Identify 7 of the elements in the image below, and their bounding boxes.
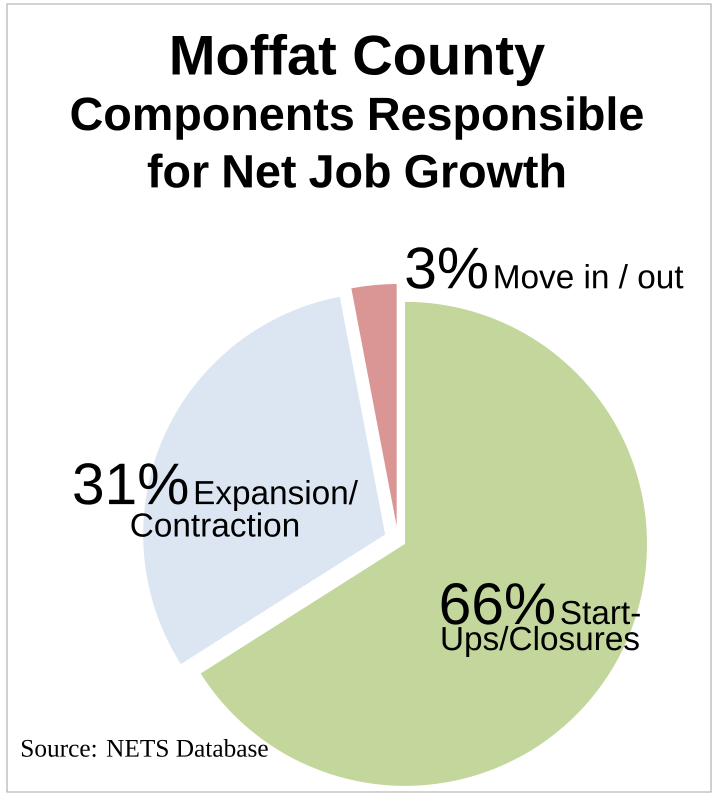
data-label: 31%	[74, 463, 188, 505]
data-label: 3%	[406, 247, 487, 289]
source-note: Source: NETS Database	[22, 739, 268, 757]
chart-subtitle: Components Responsible for Net Job Growth	[72, 96, 643, 188]
slice-label: Move in / out	[496, 264, 684, 289]
data-label: 66%	[442, 583, 554, 625]
chart-title: Moffat County	[172, 34, 545, 86]
